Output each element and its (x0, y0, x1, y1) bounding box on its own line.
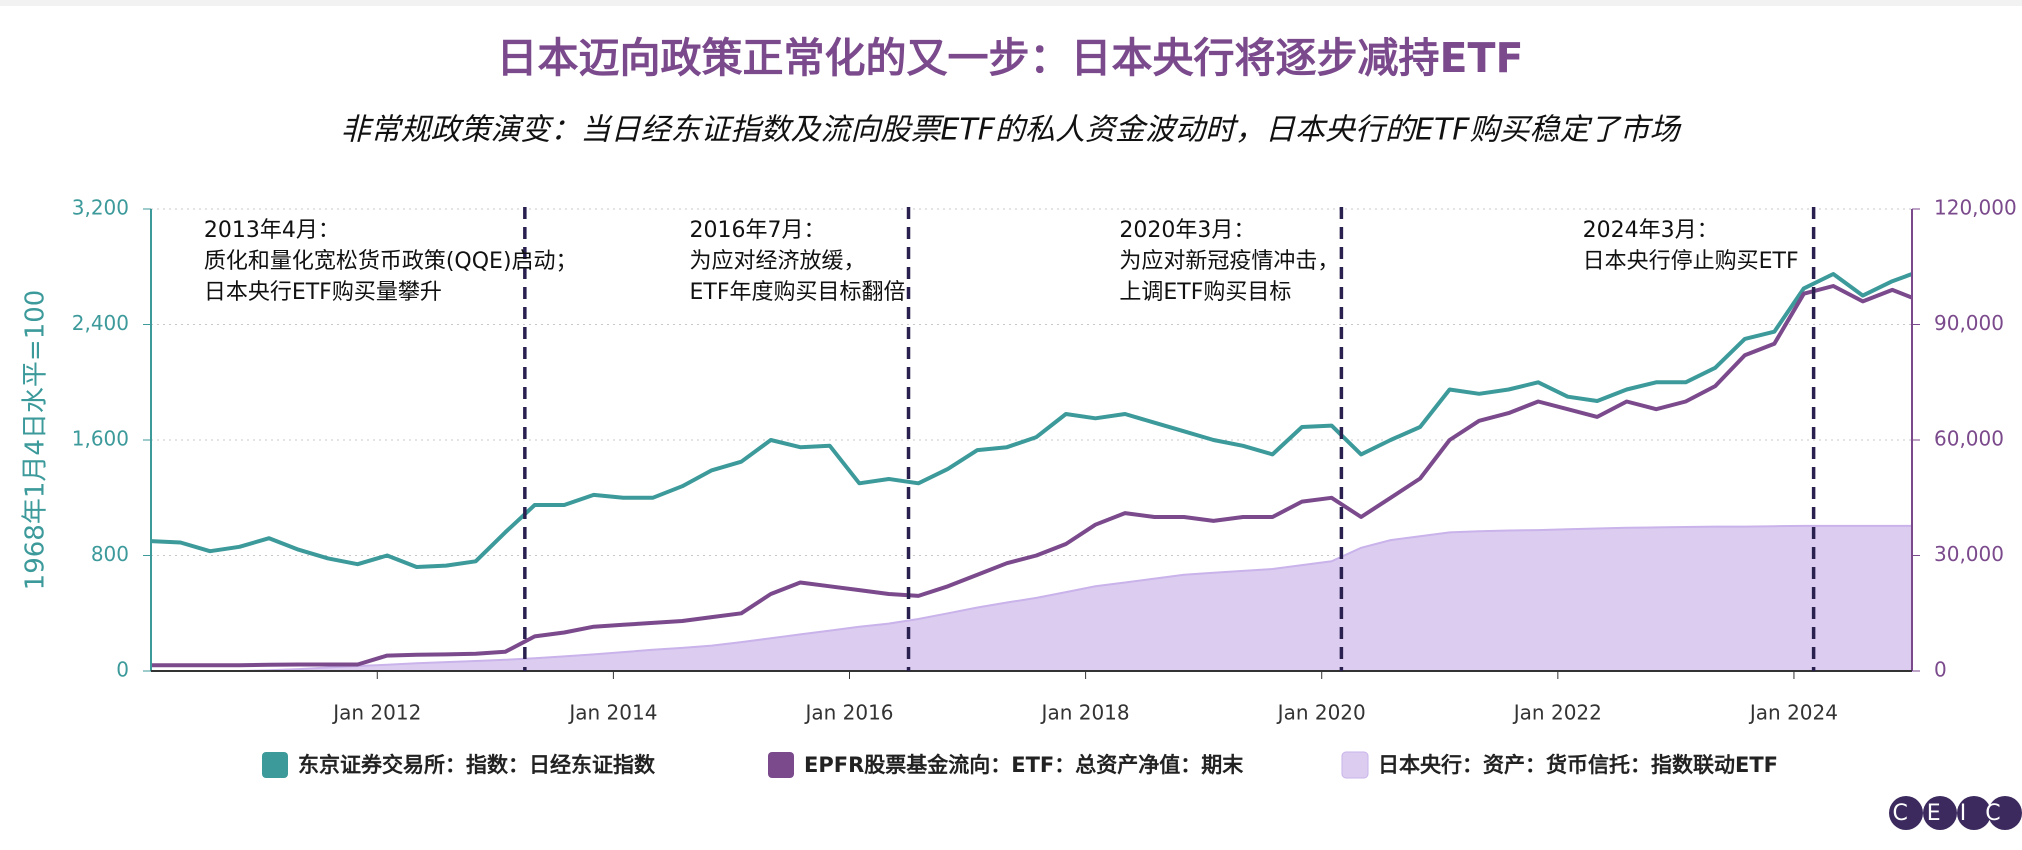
annotation-text: 上调ETF购买目标 (1119, 280, 1291, 305)
logo-circle (1957, 796, 1991, 830)
x-tick-label: Jan 2012 (331, 701, 421, 725)
annotation-text: 日本央行停止购买ETF (1583, 249, 1799, 274)
annotation-text: ETF年度购买目标翻倍 (690, 280, 906, 305)
y2-tick-label: 90,000 (1934, 311, 2004, 335)
annotation-text: 2013年4月： (204, 218, 340, 243)
logo: CEIC (1889, 796, 2022, 830)
y-axis-label: 1968年1月4日水平=100 (21, 290, 51, 591)
legend-label: EPFR股票基金流向：ETF：总资产净值：期末 (804, 753, 1244, 777)
y2-tick-label: 0 (1934, 658, 1947, 682)
logo-text: CEIC (1892, 801, 2019, 826)
x-tick-label: Jan 2020 (1276, 701, 1366, 725)
legend-label: 日本央行：资产：货币信托：指数联动ETF (1378, 753, 1778, 777)
annotation-text: 为应对经济放缓， (690, 249, 866, 274)
top-strip (0, 0, 2022, 6)
legend-swatch (262, 752, 288, 778)
logo-circle (1923, 796, 1957, 830)
x-tick-label: Jan 2016 (803, 701, 893, 725)
legend-label: 东京证券交易所：指数：日经东证指数 (298, 753, 656, 777)
annotation-text: 为应对新冠疫情冲击， (1119, 249, 1339, 274)
area (151, 524, 1913, 672)
annotation-text: 2020年3月： (1119, 218, 1255, 243)
y2-tick-label: 60,000 (1934, 427, 2004, 451)
y-tick-label: 2,400 (72, 311, 129, 335)
x-tick-label: Jan 2022 (1512, 701, 1602, 725)
annotation-text: 质化和量化宽松货币政策(QQE)启动； (204, 249, 578, 274)
legend-swatch (768, 752, 794, 778)
line (150, 272, 1913, 569)
y2-tick-label: 30,000 (1934, 542, 2004, 566)
chart-title: 日本迈向政策正常化的又一步：日本央行将逐步减持ETF (497, 34, 1524, 82)
line (151, 284, 1913, 668)
chart-subtitle: 非常规政策演变：当日经东证指数及流向股票ETF的私人资金波动时，日本央行的ETF… (340, 113, 1682, 148)
y-tick-label: 3,200 (72, 196, 129, 220)
annotation-text: 2024年3月： (1583, 218, 1719, 243)
x-tick-label: Jan 2014 (567, 701, 657, 725)
legend-swatch (1341, 751, 1369, 779)
y2-tick-label: 120,000 (1934, 196, 2017, 220)
x-tick-label: Jan 2024 (1748, 701, 1838, 725)
logo-circle (1988, 796, 2022, 830)
y-tick-label: 1,600 (72, 427, 129, 451)
y-tick-label: 0 (116, 658, 129, 682)
y-tick-label: 800 (91, 542, 129, 566)
logo-circle (1889, 796, 1923, 830)
annotation-text: 日本央行ETF购买量攀升 (204, 280, 442, 305)
x-tick-label: Jan 2018 (1040, 701, 1130, 725)
annotation-text: 2016年7月： (690, 218, 826, 243)
